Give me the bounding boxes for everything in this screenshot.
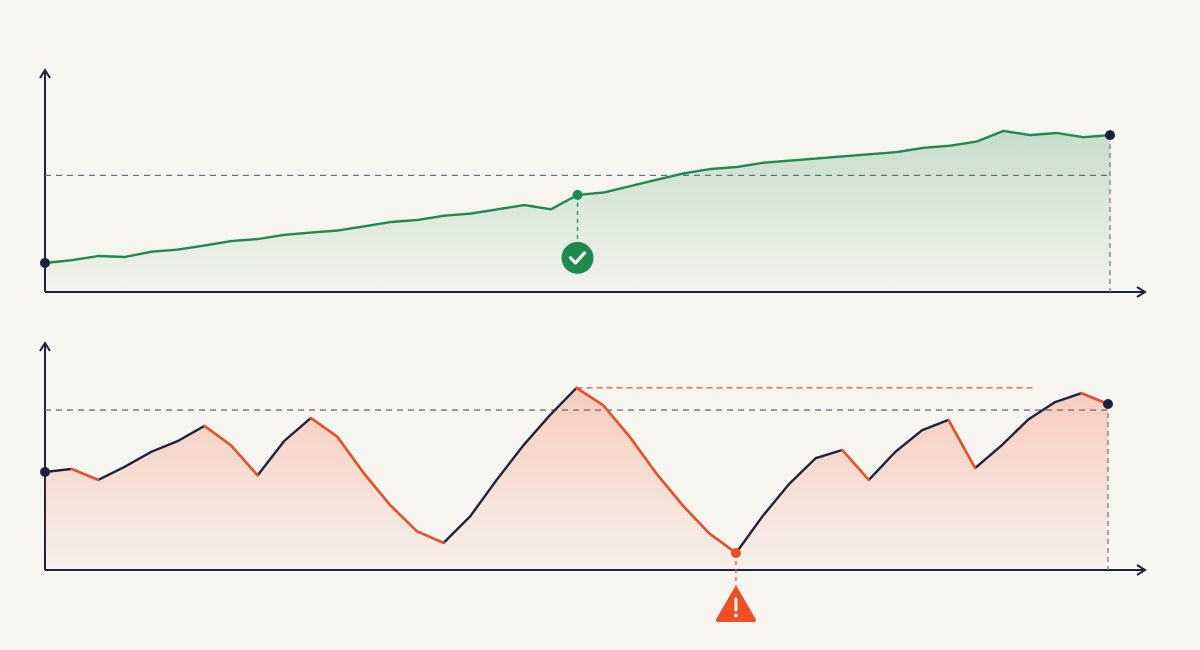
drawdown-segment — [708, 532, 738, 555]
drawdown-segment — [575, 386, 605, 407]
drawdown-segment — [309, 416, 339, 438]
drawdown-segment — [601, 403, 631, 438]
end-point — [1103, 399, 1113, 410]
drawdown-segment — [336, 435, 366, 475]
highlight-point — [572, 189, 583, 200]
drawdown-segment — [362, 472, 392, 507]
check-badge — [561, 241, 594, 274]
drawdown-segment — [947, 418, 977, 470]
area — [45, 387, 1108, 570]
start-point — [40, 257, 50, 268]
drawdown-segment — [70, 467, 100, 482]
x-axis-arrow — [1136, 286, 1147, 298]
drawdown-segment — [229, 444, 259, 477]
drawdown-segment — [389, 504, 419, 533]
drawdown-segment — [841, 448, 871, 482]
warning-dot — [734, 613, 738, 618]
drawdown-segment — [415, 530, 445, 545]
y-axis-arrow — [39, 341, 51, 352]
y-axis-arrow — [39, 68, 51, 79]
drawdown-segment — [681, 504, 711, 535]
end-point — [1105, 130, 1115, 141]
drawdown-segment — [203, 424, 233, 447]
drawdown-segment — [628, 435, 658, 475]
check-icon — [568, 251, 587, 265]
highlight-point — [730, 548, 741, 559]
drawdown-segment — [655, 472, 684, 507]
start-point — [40, 466, 50, 477]
x-axis-arrow — [1136, 564, 1147, 576]
